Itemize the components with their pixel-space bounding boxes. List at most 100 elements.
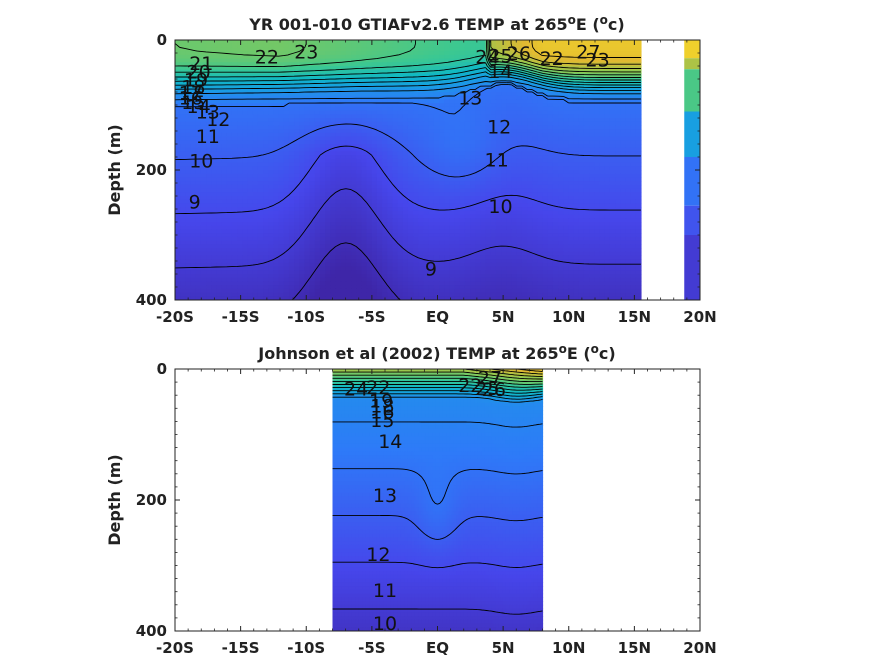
field-cell — [428, 77, 435, 82]
field-cell — [257, 222, 264, 227]
field-cell — [599, 203, 606, 208]
field-cell — [195, 118, 202, 123]
field-cell — [615, 218, 621, 223]
field-cell — [470, 99, 476, 104]
field-cell — [304, 92, 311, 97]
field-cell — [635, 118, 642, 123]
field-cell — [552, 106, 559, 112]
field-cell — [190, 229, 197, 234]
field-cell — [521, 188, 528, 193]
field-cell — [206, 240, 212, 245]
field-cell — [413, 155, 419, 160]
field-cell — [371, 170, 378, 175]
field-cell — [609, 40, 616, 45]
field-cell — [314, 110, 321, 115]
field-cell — [583, 155, 590, 160]
field-cell — [268, 218, 274, 223]
field-cell — [366, 225, 373, 231]
field-cell — [625, 196, 632, 201]
field-cell — [428, 118, 435, 123]
field-cell — [558, 199, 564, 205]
field-cell — [283, 132, 290, 138]
field-cell — [506, 166, 513, 171]
field-cell — [371, 155, 378, 160]
field-cell — [257, 147, 264, 153]
field-cell — [444, 54, 450, 60]
field-cell — [501, 84, 507, 89]
field-cell — [594, 173, 601, 179]
field-cell — [480, 203, 487, 208]
field-cell — [237, 166, 243, 171]
field-cell — [501, 73, 507, 78]
field-cell — [418, 151, 425, 156]
field-cell — [226, 196, 233, 201]
field-cell — [439, 47, 445, 52]
field-cell — [299, 69, 306, 75]
field-cell — [568, 218, 575, 223]
field-cell — [211, 196, 218, 201]
field-cell — [314, 207, 321, 212]
field-cell — [175, 244, 181, 249]
field-cell — [190, 196, 197, 201]
field-cell — [361, 207, 368, 212]
field-cell — [635, 177, 642, 182]
field-cell — [511, 203, 518, 208]
field-cell — [211, 218, 218, 223]
field-cell — [630, 125, 637, 130]
field-cell — [433, 51, 440, 56]
field-cell — [630, 106, 637, 112]
field-cell — [454, 166, 461, 171]
field-cell — [527, 192, 533, 197]
field-cell — [402, 80, 409, 86]
field-cell — [231, 118, 238, 123]
field-cell — [542, 188, 549, 193]
field-cell — [599, 43, 606, 49]
field-cell — [620, 181, 627, 186]
field-cell — [299, 233, 306, 238]
field-cell — [449, 184, 456, 190]
field-cell — [433, 84, 440, 89]
field-cell — [599, 47, 606, 52]
field-cell — [485, 73, 492, 78]
field-cell — [216, 177, 223, 182]
field-cell — [211, 177, 218, 182]
field-cell — [299, 43, 306, 49]
field-cell — [402, 170, 409, 175]
field-cell — [382, 92, 388, 97]
field-cell — [485, 151, 492, 156]
field-cell — [449, 140, 456, 145]
field-cell — [516, 218, 523, 223]
field-cell — [563, 129, 570, 134]
field-cell — [490, 225, 497, 231]
field-cell — [309, 114, 316, 119]
field-cell — [273, 188, 280, 193]
field-cell — [340, 73, 347, 78]
field-cell — [620, 140, 627, 145]
field-cell — [335, 244, 342, 249]
field-cell — [423, 80, 430, 86]
field-cell — [216, 54, 223, 60]
field-cell — [200, 236, 207, 242]
field-cell — [407, 177, 414, 182]
field-cell — [175, 129, 181, 134]
field-cell — [345, 240, 352, 245]
field-cell — [475, 43, 482, 49]
field-cell — [206, 80, 212, 86]
field-cell — [190, 66, 197, 71]
field-cell — [356, 69, 362, 75]
field-cell — [371, 125, 378, 130]
field-cell — [609, 73, 616, 78]
field-cell — [226, 184, 233, 190]
field-cell — [273, 132, 280, 138]
field-cell — [439, 229, 445, 234]
field-cell — [521, 240, 528, 245]
field-cell — [532, 196, 538, 201]
field-cell — [625, 199, 632, 205]
field-cell — [449, 77, 456, 82]
field-cell — [356, 43, 362, 49]
field-cell — [402, 77, 409, 82]
field-cell — [319, 114, 326, 119]
field-cell — [190, 88, 197, 93]
field-cell — [542, 40, 549, 45]
field-cell — [299, 106, 306, 112]
